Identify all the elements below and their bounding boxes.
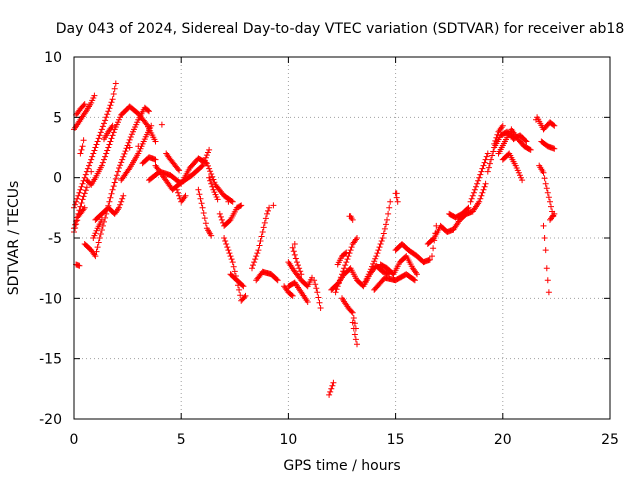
- y-tick-label: -20: [39, 412, 62, 428]
- x-tick-label: 0: [70, 432, 79, 448]
- y-tick-label: 5: [53, 110, 62, 126]
- x-tick-label: 25: [601, 432, 619, 448]
- x-tick-label: 15: [387, 432, 405, 448]
- y-tick-label: 0: [53, 171, 62, 187]
- y-axis-label: SDTVAR / TECUs: [6, 181, 22, 296]
- x-axis-label: GPS time / hours: [283, 458, 400, 474]
- plot-area: [71, 80, 558, 398]
- y-tick-label: 10: [44, 50, 62, 66]
- data-points-series-sdtvar: [71, 80, 558, 398]
- axis-ticks: 0 5 10 15 20 25 -20 -15 -10 -5 0 5 10: [39, 50, 619, 448]
- x-tick-label: 20: [494, 432, 512, 448]
- y-tick-label: -10: [39, 291, 62, 307]
- x-tick-label: 5: [177, 432, 186, 448]
- x-tick-label: 10: [279, 432, 297, 448]
- grid: [74, 57, 610, 419]
- y-tick-label: -5: [48, 231, 62, 247]
- chart-title: Day 043 of 2024, Sidereal Day-to-day VTE…: [56, 21, 625, 37]
- y-tick-label: -15: [39, 352, 62, 368]
